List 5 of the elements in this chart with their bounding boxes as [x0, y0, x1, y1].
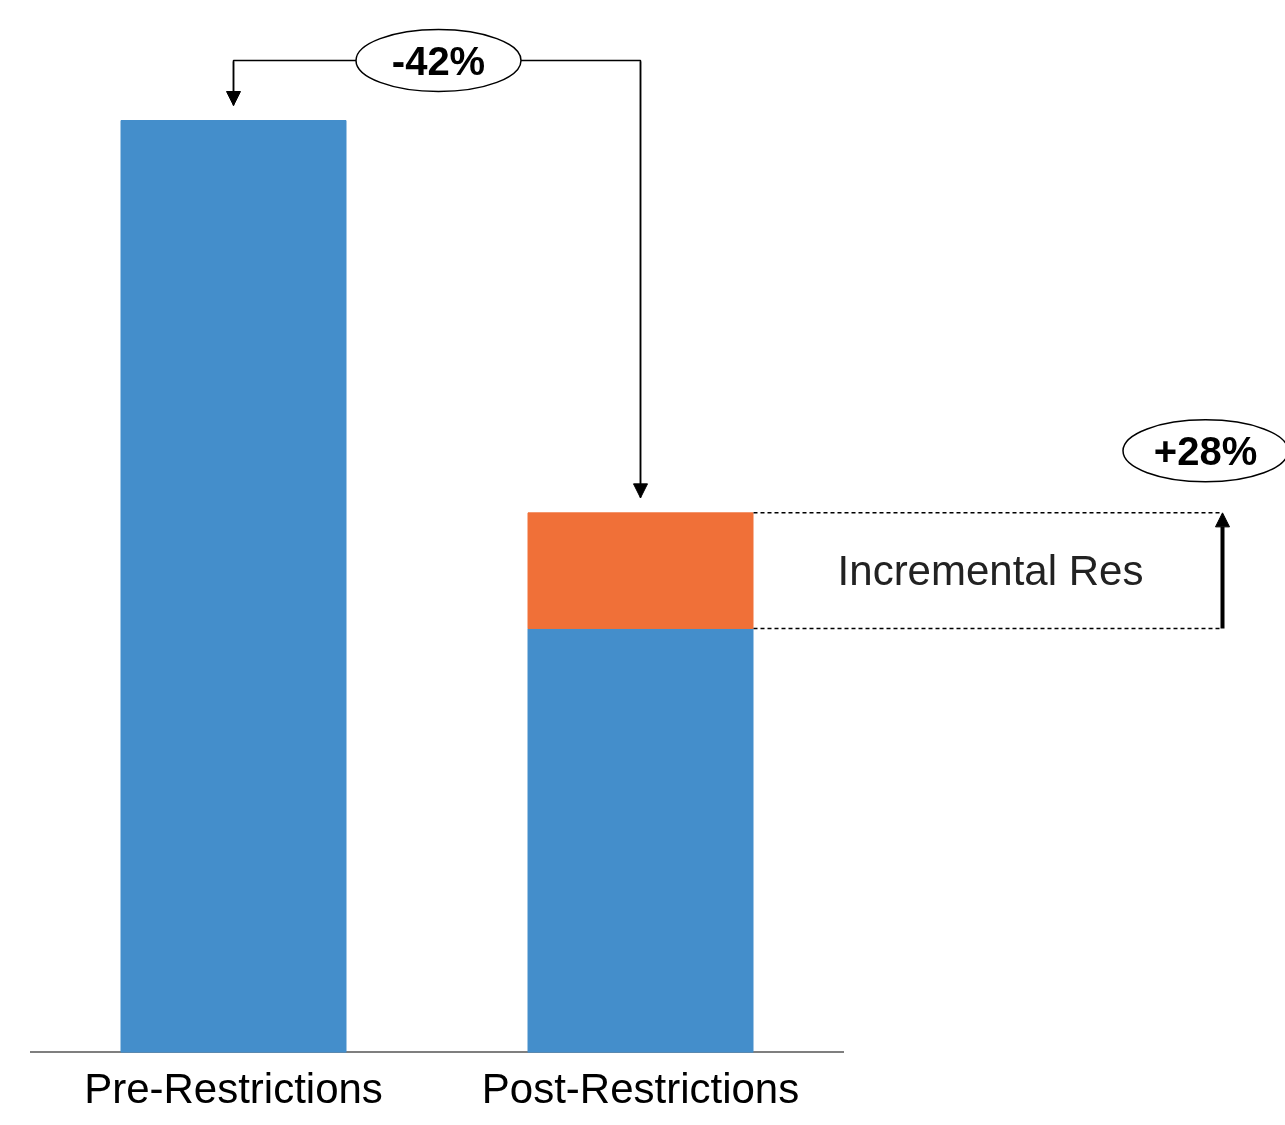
text: -42% [391, 38, 486, 83]
text: +28% [1153, 428, 1258, 473]
x-tick-label: Post-Restrictions [481, 1064, 800, 1112]
x-tick-label: Pre-Restrictions [84, 1064, 383, 1112]
text: Incremental Res [837, 547, 1144, 595]
